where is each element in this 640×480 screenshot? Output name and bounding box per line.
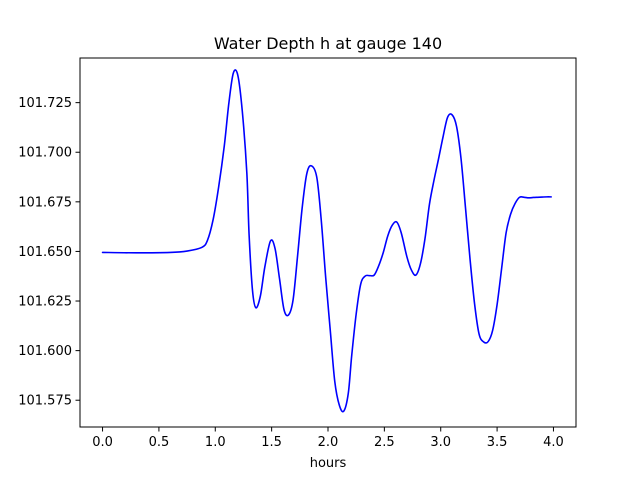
y-tick-label: 101.700 — [18, 146, 72, 161]
y-tick-label: 101.675 — [18, 195, 72, 210]
x-tick-label: 3.0 — [430, 435, 451, 450]
chart-title: Water Depth h at gauge 140 — [214, 34, 442, 53]
x-tick-label: 2.0 — [318, 435, 339, 450]
y-tick-label: 101.625 — [18, 295, 72, 310]
y-axis: 101.575 101.600 101.625 101.650 101.675 101.7… — [18, 96, 80, 409]
plot-area — [80, 58, 576, 427]
x-tick-label: 4.0 — [543, 435, 564, 450]
x-tick-label: 2.5 — [374, 435, 395, 450]
x-tick-label: 1.5 — [261, 435, 282, 450]
series-line — [101, 69, 552, 413]
series-layer — [101, 69, 552, 413]
x-tick-label: 1.0 — [205, 435, 226, 450]
x-axis-label: hours — [310, 456, 347, 471]
y-tick-label: 101.575 — [18, 394, 72, 409]
x-tick-label: 0.5 — [149, 435, 170, 450]
plot-frame — [79, 57, 577, 428]
x-axis: 0.0 0.5 1.0 1.5 2.0 2.5 3.0 3.5 4.0 — [92, 427, 564, 450]
y-tick-label: 101.650 — [18, 245, 72, 260]
x-tick-label: 0.0 — [92, 435, 113, 450]
y-tick-label: 101.725 — [18, 96, 72, 111]
y-tick-label: 101.600 — [18, 344, 72, 359]
x-tick-label: 3.5 — [487, 435, 508, 450]
